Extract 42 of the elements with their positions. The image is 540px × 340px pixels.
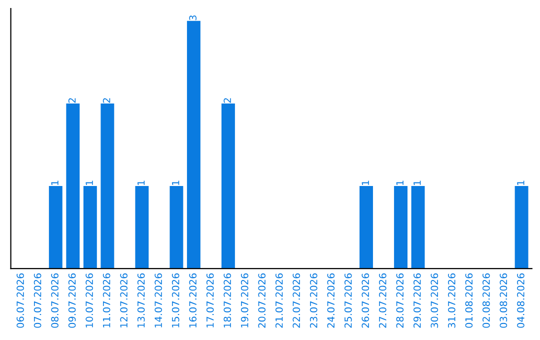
- x-tick-label: 28.07.2026: [396, 273, 404, 328]
- data-label: 1: [138, 180, 145, 185]
- data-label: 1: [396, 180, 404, 185]
- x-tick-label: 04.08.2026: [517, 273, 524, 328]
- x-tick-label: 17.07.2026: [206, 273, 214, 328]
- x-tick-label: 31.07.2026: [448, 273, 456, 328]
- x-tick-label: 30.07.2026: [430, 273, 438, 328]
- x-tick-label: 24.07.2026: [327, 273, 335, 328]
- data-label: 1: [414, 180, 421, 185]
- x-tick-label: 03.08.2026: [500, 273, 508, 328]
- data-label: 1: [362, 180, 369, 185]
- x-tick-label: 02.08.2026: [482, 273, 490, 328]
- x-tick-label: 16.07.2026: [189, 273, 197, 328]
- x-tick-label: 01.08.2026: [465, 273, 473, 328]
- data-label: 1: [172, 180, 180, 185]
- x-tick-label: 08.07.2026: [51, 273, 58, 328]
- x-tick-label: 27.07.2026: [378, 273, 386, 328]
- x-tick-label: 25.07.2026: [344, 273, 352, 328]
- x-tick-label: 15.07.2026: [172, 273, 180, 328]
- data-label: 1: [51, 180, 58, 185]
- x-tick-label: 07.07.2026: [34, 273, 42, 328]
- x-tick-label: 19.07.2026: [240, 273, 248, 328]
- x-tick-label: 09.07.2026: [68, 273, 76, 328]
- x-tick-label: 18.07.2026: [224, 273, 232, 328]
- data-label: 2: [68, 98, 76, 103]
- x-tick-label: 12.07.2026: [120, 273, 128, 328]
- x-tick-label: 06.07.2026: [16, 273, 24, 328]
- x-tick-label: 20.07.2026: [258, 273, 266, 328]
- x-tick-label: 13.07.2026: [137, 273, 145, 328]
- x-tick-label: 11.07.2026: [102, 273, 110, 328]
- data-label: 2: [224, 98, 231, 103]
- x-tick-label: 23.07.2026: [310, 273, 318, 328]
- x-tick-label: 29.07.2026: [413, 273, 421, 328]
- data-label: 2: [102, 98, 110, 103]
- x-tick-label: 26.07.2026: [362, 273, 370, 328]
- data-label: 3: [189, 15, 197, 20]
- data-label: 1: [517, 180, 524, 185]
- x-tick-label: 21.07.2026: [275, 273, 283, 328]
- x-tick-label: 22.07.2026: [292, 273, 300, 328]
- data-label: 1: [86, 180, 93, 185]
- x-tick-label: 14.07.2026: [154, 273, 162, 328]
- x-tick-label: 10.07.2026: [86, 273, 93, 328]
